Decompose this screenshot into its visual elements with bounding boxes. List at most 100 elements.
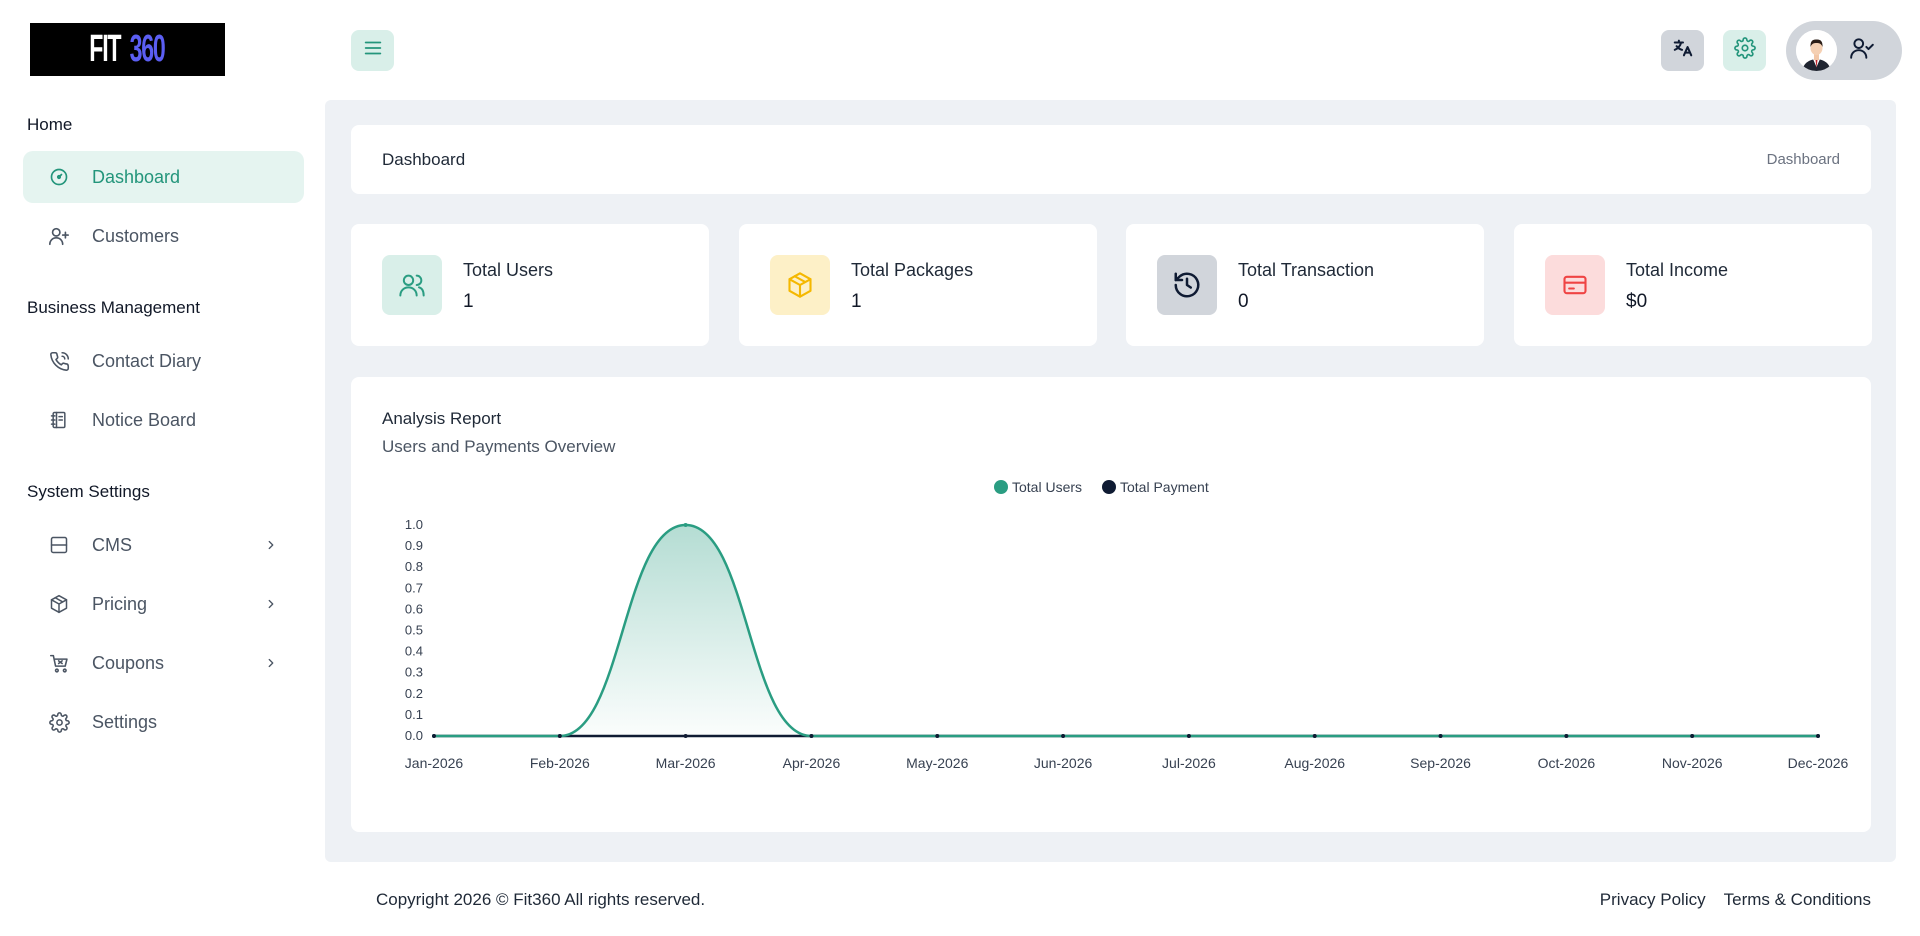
menu-toggle-button[interactable] — [351, 30, 394, 71]
terms-link[interactable]: Terms & Conditions — [1723, 890, 1871, 909]
y-tick-label: 1.0 — [405, 517, 423, 532]
cart-icon — [47, 651, 71, 675]
stat-card-total-transaction: Total Transaction 0 — [1126, 224, 1484, 346]
logo-text-fit: FIT — [89, 28, 122, 70]
sidebar-item-label: CMS — [92, 534, 132, 555]
nav-section-home: Home — [27, 115, 73, 134]
stat-label: Total Income — [1626, 260, 1729, 280]
sidebar-item-settings[interactable]: Settings — [23, 696, 304, 748]
phone-icon — [47, 349, 71, 373]
x-tick-label: Jan-2026 — [405, 755, 464, 771]
data-point — [432, 734, 436, 738]
data-point — [1438, 734, 1443, 738]
x-tick-label: Jun-2026 — [1034, 755, 1093, 771]
sidebar-item-coupons[interactable]: Coupons — [23, 637, 304, 689]
logo-text-360: 360 — [129, 28, 166, 70]
page-header: Dashboard Dashboard — [351, 125, 1871, 194]
privacy-policy-link[interactable]: Privacy Policy — [1599, 890, 1706, 909]
chart-subtitle: Users and Payments Overview — [382, 437, 616, 456]
package-icon — [47, 592, 71, 616]
sidebar: FIT 360 Home Dashboard Customers Business… — [0, 0, 325, 936]
data-point — [1186, 734, 1191, 738]
footer-links: Privacy Policy Terms & Conditions — [1600, 890, 1871, 910]
sidebar-item-label: Pricing — [92, 593, 148, 614]
legend-marker — [994, 480, 1008, 494]
data-point — [1564, 734, 1569, 738]
series-area-total-users — [434, 525, 1818, 736]
x-tick-label: Dec-2026 — [1788, 755, 1849, 771]
translate-icon — [1672, 37, 1694, 64]
legend-label: Total Payment — [1120, 479, 1209, 495]
data-point — [1816, 734, 1820, 738]
history-icon — [1157, 255, 1217, 315]
x-tick-label: Mar-2026 — [656, 755, 716, 771]
chevron-right-icon — [264, 536, 278, 557]
main-content: Dashboard Dashboard Total Users 1 Total … — [325, 100, 1896, 862]
page-title: Dashboard — [382, 150, 466, 169]
data-point — [809, 734, 814, 738]
nav-section-business: Business Management — [27, 298, 200, 317]
gauge-icon — [47, 165, 71, 189]
x-tick-label: Jul-2026 — [1162, 755, 1216, 771]
data-point — [557, 734, 562, 738]
brand-logo[interactable]: FIT 360 — [30, 23, 225, 76]
language-button[interactable] — [1661, 30, 1704, 71]
y-tick-label: 0.6 — [405, 601, 423, 616]
copyright-text: Copyright 2026 © Fit360 All rights reser… — [376, 890, 706, 909]
sidebar-item-label: Settings — [92, 711, 158, 732]
x-tick-label: Nov-2026 — [1662, 755, 1723, 771]
y-tick-label: 0.8 — [405, 559, 423, 574]
data-point — [1061, 734, 1066, 738]
x-tick-label: Oct-2026 — [1538, 755, 1596, 771]
sidebar-item-label: Customers — [92, 225, 180, 246]
sidebar-item-label: Dashboard — [92, 166, 181, 187]
area-chart: Total Users Total Payment 0.0 0.1 0.2 0.3 0.4 0… — [405, 479, 1849, 771]
sidebar-item-dashboard[interactable]: Dashboard — [23, 151, 304, 203]
avatar — [1796, 30, 1837, 71]
data-point — [683, 734, 688, 738]
sidebar-item-customers[interactable]: Customers — [23, 210, 304, 262]
x-tick-label: Sep-2026 — [1410, 755, 1471, 771]
sidebar-item-label: Contact Diary — [92, 350, 202, 371]
box-icon — [770, 255, 830, 315]
y-tick-label: 0.5 — [405, 623, 423, 638]
sidebar-item-pricing[interactable]: Pricing — [23, 578, 304, 630]
y-tick-label: 0.3 — [405, 665, 423, 680]
settings-button[interactable] — [1723, 30, 1766, 71]
stat-value: 1 — [463, 291, 474, 312]
breadcrumb[interactable]: Dashboard — [1766, 151, 1840, 168]
gear-icon — [1733, 37, 1756, 64]
x-tick-label: Feb-2026 — [530, 755, 590, 771]
sidebar-item-label: Coupons — [92, 652, 165, 673]
data-point — [935, 734, 940, 738]
credit-card-icon — [1545, 255, 1605, 315]
y-tick-label: 0.1 — [405, 707, 423, 722]
legend-marker — [1102, 480, 1116, 494]
x-tick-label: May-2026 — [906, 755, 968, 771]
sidebar-item-contact-diary[interactable]: Contact Diary — [23, 335, 304, 387]
data-point — [1312, 734, 1317, 738]
analysis-report-card: Analysis Report Users and Payments Overv… — [351, 377, 1871, 832]
y-tick-label: 0.0 — [405, 728, 423, 743]
y-tick-label: 0.9 — [405, 538, 423, 553]
hamburger-icon — [362, 37, 384, 64]
chart-title: Analysis Report — [382, 409, 502, 428]
legend-label: Total Users — [1012, 479, 1082, 495]
stat-card-total-users: Total Users 1 — [351, 224, 709, 346]
users-icon — [382, 255, 442, 315]
stat-label: Total Transaction — [1238, 260, 1375, 280]
gear-icon — [47, 710, 71, 734]
stat-value: 1 — [851, 291, 862, 312]
user-plus-icon — [47, 224, 71, 248]
stat-card-total-income: Total Income $0 — [1514, 224, 1872, 346]
nav-section-system: System Settings — [27, 482, 150, 501]
stat-label: Total Users — [463, 260, 554, 280]
sidebar-item-notice-board[interactable]: Notice Board — [23, 394, 304, 446]
y-tick-label: 0.2 — [405, 686, 423, 701]
stat-label: Total Packages — [851, 260, 974, 280]
sidebar-item-cms[interactable]: CMS — [23, 519, 304, 571]
chevron-right-icon — [264, 654, 278, 675]
profile-menu[interactable] — [1786, 21, 1902, 80]
chevron-right-icon — [264, 595, 278, 616]
y-tick-label: 0.4 — [405, 644, 423, 659]
